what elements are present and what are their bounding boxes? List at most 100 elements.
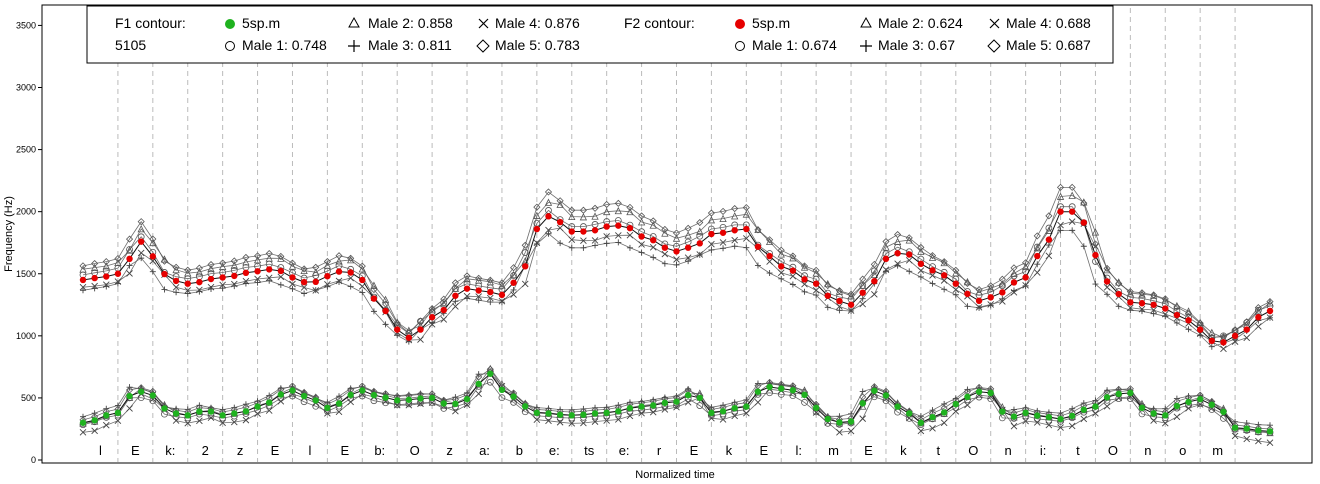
male-3-f2-marker — [138, 255, 145, 262]
male-4-f2-marker — [789, 272, 797, 280]
male-2-f2-marker — [1068, 191, 1076, 199]
main-f1-point — [1068, 412, 1076, 420]
male-4-f1-marker — [964, 401, 971, 409]
main-f1-point — [1266, 428, 1274, 435]
male-2-f2-marker — [917, 247, 925, 255]
male-2-f2-marker — [812, 269, 820, 277]
male-4-f1-marker — [952, 407, 960, 415]
male-5-f2-marker — [207, 260, 215, 269]
male-2-f2-marker — [649, 221, 657, 229]
segment-label: n — [1005, 443, 1012, 458]
male-5-f2-marker — [789, 252, 797, 260]
main-f2-point — [242, 269, 250, 277]
main-f1-point — [335, 400, 343, 407]
main-f2-point — [545, 213, 552, 220]
male-5-f2-marker — [1173, 303, 1181, 311]
male-4-f2-marker — [452, 303, 459, 310]
male-5-f2-marker — [265, 249, 273, 258]
segment-label: t — [1076, 443, 1080, 458]
male-5-f2-marker — [160, 257, 169, 265]
male-4-f1-marker — [1255, 437, 1262, 445]
male-5-f2-marker — [1254, 304, 1262, 312]
male-3-f2-marker — [173, 289, 180, 296]
male-5-f2-marker — [568, 206, 576, 214]
male-3-f2-marker — [778, 275, 785, 282]
male-3-f1-marker — [941, 400, 948, 407]
segment-label: o — [1179, 443, 1186, 458]
male-4-f1-marker — [184, 419, 192, 427]
male-4-f2-marker — [836, 303, 843, 310]
male-4-f2-marker — [417, 336, 424, 343]
male-4-f1-marker — [580, 419, 587, 427]
segment-label: O — [1108, 443, 1118, 458]
segment-label: k — [900, 443, 907, 458]
segment-label: E — [690, 443, 699, 458]
male-4-f2-marker — [614, 232, 622, 239]
main-f2-point — [428, 314, 436, 321]
male-3-f2-marker — [80, 287, 86, 294]
male-5-f2-marker — [963, 279, 971, 287]
male-5-f2-marker — [882, 237, 890, 246]
male-4-f2-marker — [335, 277, 343, 285]
main-f2-point — [743, 225, 750, 233]
main-f1-point — [754, 388, 762, 395]
male-4-f2-marker — [743, 235, 750, 242]
main-f2-point — [929, 267, 936, 274]
male-2-f2-marker — [1010, 269, 1018, 277]
male-4-f1-marker — [324, 410, 331, 417]
f2-male2-legend-marker — [860, 16, 872, 28]
male-4-f2-marker — [987, 301, 995, 308]
male-4-f1-marker — [545, 417, 552, 425]
male-4-f1-marker — [335, 408, 343, 416]
male-5-f2-marker — [347, 254, 355, 262]
male-4-f2-marker — [999, 298, 1006, 305]
male-5-f2-marker — [335, 252, 343, 260]
male-5-f2-marker — [731, 204, 739, 213]
male-4-f1-marker — [1231, 432, 1239, 440]
male-5-f2-marker — [742, 204, 750, 212]
male-3-f2-marker — [394, 332, 401, 339]
main-f1-point — [370, 391, 378, 399]
male-4-f1-marker — [1068, 422, 1076, 430]
segment-label: z — [446, 443, 453, 458]
male-5-f2-marker — [1266, 298, 1274, 306]
male-5-f2-marker — [1184, 309, 1193, 318]
male-5-f2-marker — [754, 226, 762, 234]
male-4-f1-marker — [929, 425, 936, 432]
male-2-f2-marker — [614, 206, 622, 215]
male-4-f2-marker — [428, 320, 436, 328]
main-f1-point — [847, 418, 855, 425]
main-f2-point — [626, 224, 634, 232]
male-5-f1-marker — [859, 393, 867, 401]
f1-male3-legend-label: Male 3: 0.811 — [368, 37, 452, 53]
main-f2-point — [1045, 236, 1053, 243]
male-5-f2-marker — [940, 258, 948, 266]
male-2-f2-marker — [882, 243, 890, 251]
main-f2-point — [533, 225, 541, 233]
male-4-f2-marker — [591, 237, 599, 244]
main-f1-point — [824, 415, 831, 423]
male-5-f2-marker — [672, 229, 681, 237]
male-4-f2-marker — [498, 297, 506, 305]
main-f2-point — [382, 307, 389, 315]
male-4-f1-marker — [684, 399, 692, 406]
main-f2-point — [1010, 279, 1018, 286]
male-2-f2-marker — [1184, 307, 1193, 315]
segment-label: 2 — [202, 443, 209, 458]
male-4-f2-marker — [847, 307, 855, 314]
main-f2-point — [161, 270, 168, 278]
male-5-f2-marker — [114, 255, 122, 263]
male-3-f2-marker — [917, 273, 924, 280]
male-3-f2-marker — [475, 297, 482, 304]
male-4-f1-marker — [126, 405, 133, 412]
male-5-f2-marker — [195, 264, 203, 272]
male-2-f2-marker — [230, 261, 238, 269]
main-f1-point — [615, 408, 622, 415]
main-f2-point — [754, 243, 762, 250]
main-f2-point — [708, 230, 715, 238]
main-f1-point — [545, 410, 552, 417]
male-2-f2-marker — [102, 262, 110, 270]
main-f1-point — [1220, 408, 1227, 416]
male-3-f1-marker — [91, 410, 98, 417]
male-4-f1-marker — [1243, 435, 1251, 443]
